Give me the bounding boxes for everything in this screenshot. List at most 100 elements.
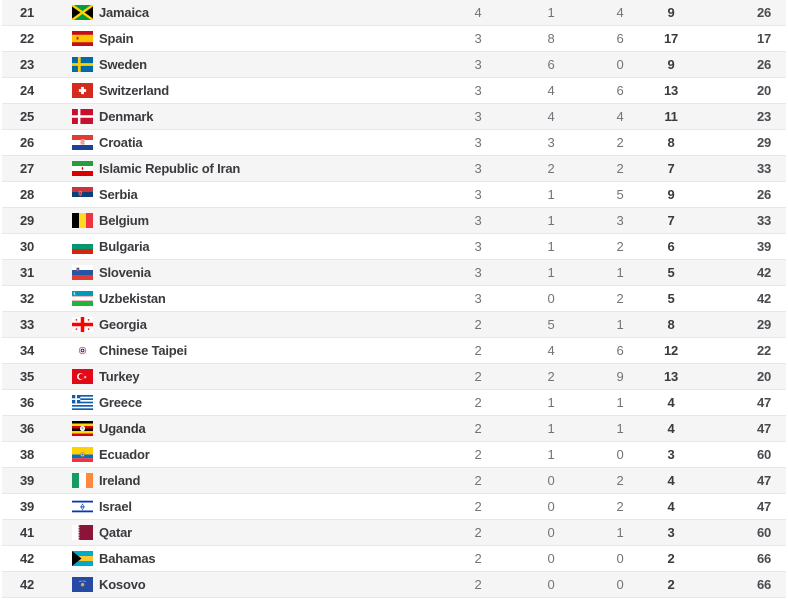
total-count: 4 [667, 395, 675, 410]
silver-count: 4 [547, 109, 555, 124]
gold-count: 3 [474, 239, 482, 254]
total-count: 12 [663, 343, 679, 358]
rank-by-total-count: 42 [756, 265, 771, 280]
total-count: 8 [667, 135, 675, 150]
flag-bulgaria-icon [72, 239, 93, 254]
gold-count: 2 [474, 525, 482, 540]
flag-bahamas-icon [72, 551, 93, 566]
rank-cell: 31 [20, 265, 35, 280]
rank-by-total-count: 17 [756, 31, 771, 46]
gold-count: 3 [474, 83, 482, 98]
rank-cell: 33 [20, 317, 35, 332]
rank-cell: 36 [20, 395, 35, 410]
country-name: Spain [99, 31, 134, 46]
total-count: 9 [667, 187, 675, 202]
gold-count: 2 [474, 317, 482, 332]
gold-count: 2 [474, 395, 482, 410]
table-row-spain[interactable]: 22 Spain 3 8 6 17 17 [2, 26, 786, 52]
silver-count: 2 [547, 369, 555, 384]
rank-cell: 38 [20, 447, 35, 462]
rank-cell: 35 [20, 369, 35, 384]
table-row-belgium[interactable]: 29 Belgium 3 1 3 7 33 [2, 208, 786, 234]
bronze-count: 0 [616, 447, 624, 462]
flag-spain-icon [72, 31, 93, 46]
table-row-sweden[interactable]: 23 Sweden 3 6 0 9 26 [2, 52, 786, 78]
table-row-slovenia[interactable]: 31 Slovenia 3 1 1 5 42 [2, 260, 786, 286]
table-row-switzerland[interactable]: 24 Switzerland 3 4 6 13 20 [2, 78, 786, 104]
gold-count: 2 [474, 473, 482, 488]
rank-cell: 34 [20, 343, 35, 358]
flag-belgium-icon [72, 213, 93, 228]
rank-by-total-count: 22 [756, 343, 771, 358]
bronze-count: 4 [616, 109, 624, 124]
total-count: 7 [667, 213, 675, 228]
silver-count: 0 [547, 291, 555, 306]
table-row-israel[interactable]: 39 Israel 2 0 2 4 47 [2, 494, 786, 520]
rank-cell: 24 [20, 83, 35, 98]
bronze-count: 1 [616, 265, 624, 280]
table-row-ecuador[interactable]: 38 Ecuador 2 1 0 3 60 [2, 442, 786, 468]
table-row-iran[interactable]: 27 Islamic Republic of Iran 3 2 2 7 33 [2, 156, 786, 182]
country-name: Chinese Taipei [99, 343, 187, 358]
gold-count: 2 [474, 551, 482, 566]
table-row-kosovo[interactable]: 42 Kosovo 2 0 0 2 66 [2, 572, 786, 598]
silver-count: 1 [547, 239, 555, 254]
gold-count: 2 [474, 577, 482, 592]
rank-cell: 36 [20, 421, 35, 436]
table-row-georgia[interactable]: 33 Georgia 2 5 1 8 29 [2, 312, 786, 338]
table-row-chinese-taipei[interactable]: 34 Chinese Taipei 2 4 6 12 22 [2, 338, 786, 364]
rank-by-total-count: 29 [756, 135, 771, 150]
table-row-denmark[interactable]: 25 Denmark 3 4 4 11 23 [2, 104, 786, 130]
silver-count: 6 [547, 57, 555, 72]
silver-count: 4 [547, 83, 555, 98]
flag-georgia-icon [72, 317, 93, 332]
silver-count: 5 [547, 317, 555, 332]
flag-turkey-icon [72, 369, 93, 384]
total-count: 6 [667, 239, 675, 254]
bronze-count: 0 [616, 551, 624, 566]
table-row-qatar[interactable]: 41 Qatar 2 0 1 3 60 [2, 520, 786, 546]
gold-count: 3 [474, 187, 482, 202]
table-row-bahamas[interactable]: 42 Bahamas 2 0 0 2 66 [2, 546, 786, 572]
table-row-uganda[interactable]: 36 Uganda 2 1 1 4 47 [2, 416, 786, 442]
flag-switzerland-icon [72, 83, 93, 98]
silver-count: 1 [547, 421, 555, 436]
bronze-count: 2 [616, 291, 624, 306]
flag-slovenia-icon [72, 265, 93, 280]
silver-count: 1 [547, 187, 555, 202]
rank-by-total-count: 66 [756, 577, 771, 592]
total-count: 4 [667, 421, 675, 436]
gold-count: 3 [474, 135, 482, 150]
table-row-croatia[interactable]: 26 Croatia 3 3 2 8 29 [2, 130, 786, 156]
rank-by-total-count: 26 [756, 5, 771, 20]
gold-count: 3 [474, 291, 482, 306]
bronze-count: 5 [616, 187, 624, 202]
table-row-ireland[interactable]: 39 Ireland 2 0 2 4 47 [2, 468, 786, 494]
table-row-turkey[interactable]: 35 Turkey 2 2 9 13 20 [2, 364, 786, 390]
table-row-uzbekistan[interactable]: 32 Uzbekistan 3 0 2 5 42 [2, 286, 786, 312]
country-name: Turkey [99, 369, 140, 384]
total-count: 7 [667, 161, 675, 176]
bronze-count: 2 [616, 239, 624, 254]
table-row-greece[interactable]: 36 Greece 2 1 1 4 47 [2, 390, 786, 416]
table-row-jamaica[interactable]: 21 Jamaica 4 1 4 9 26 [2, 0, 786, 26]
gold-count: 3 [474, 109, 482, 124]
bronze-count: 0 [616, 577, 624, 592]
flag-serbia-icon [72, 187, 93, 202]
country-name: Greece [99, 395, 142, 410]
table-row-bulgaria[interactable]: 30 Bulgaria 3 1 2 6 39 [2, 234, 786, 260]
table-row-serbia[interactable]: 28 Serbia 3 1 5 9 26 [2, 182, 786, 208]
country-name: Georgia [99, 317, 147, 332]
flag-kosovo-icon [72, 577, 93, 592]
rank-by-total-count: 60 [756, 447, 771, 462]
bronze-count: 6 [616, 343, 624, 358]
rank-by-total-count: 26 [756, 187, 771, 202]
bronze-count: 2 [616, 135, 624, 150]
gold-count: 2 [474, 499, 482, 514]
country-name: Qatar [99, 525, 132, 540]
total-count: 9 [667, 57, 675, 72]
rank-cell: 22 [20, 31, 35, 46]
rank-by-total-count: 23 [756, 109, 771, 124]
total-count: 8 [667, 317, 675, 332]
total-count: 4 [667, 473, 675, 488]
